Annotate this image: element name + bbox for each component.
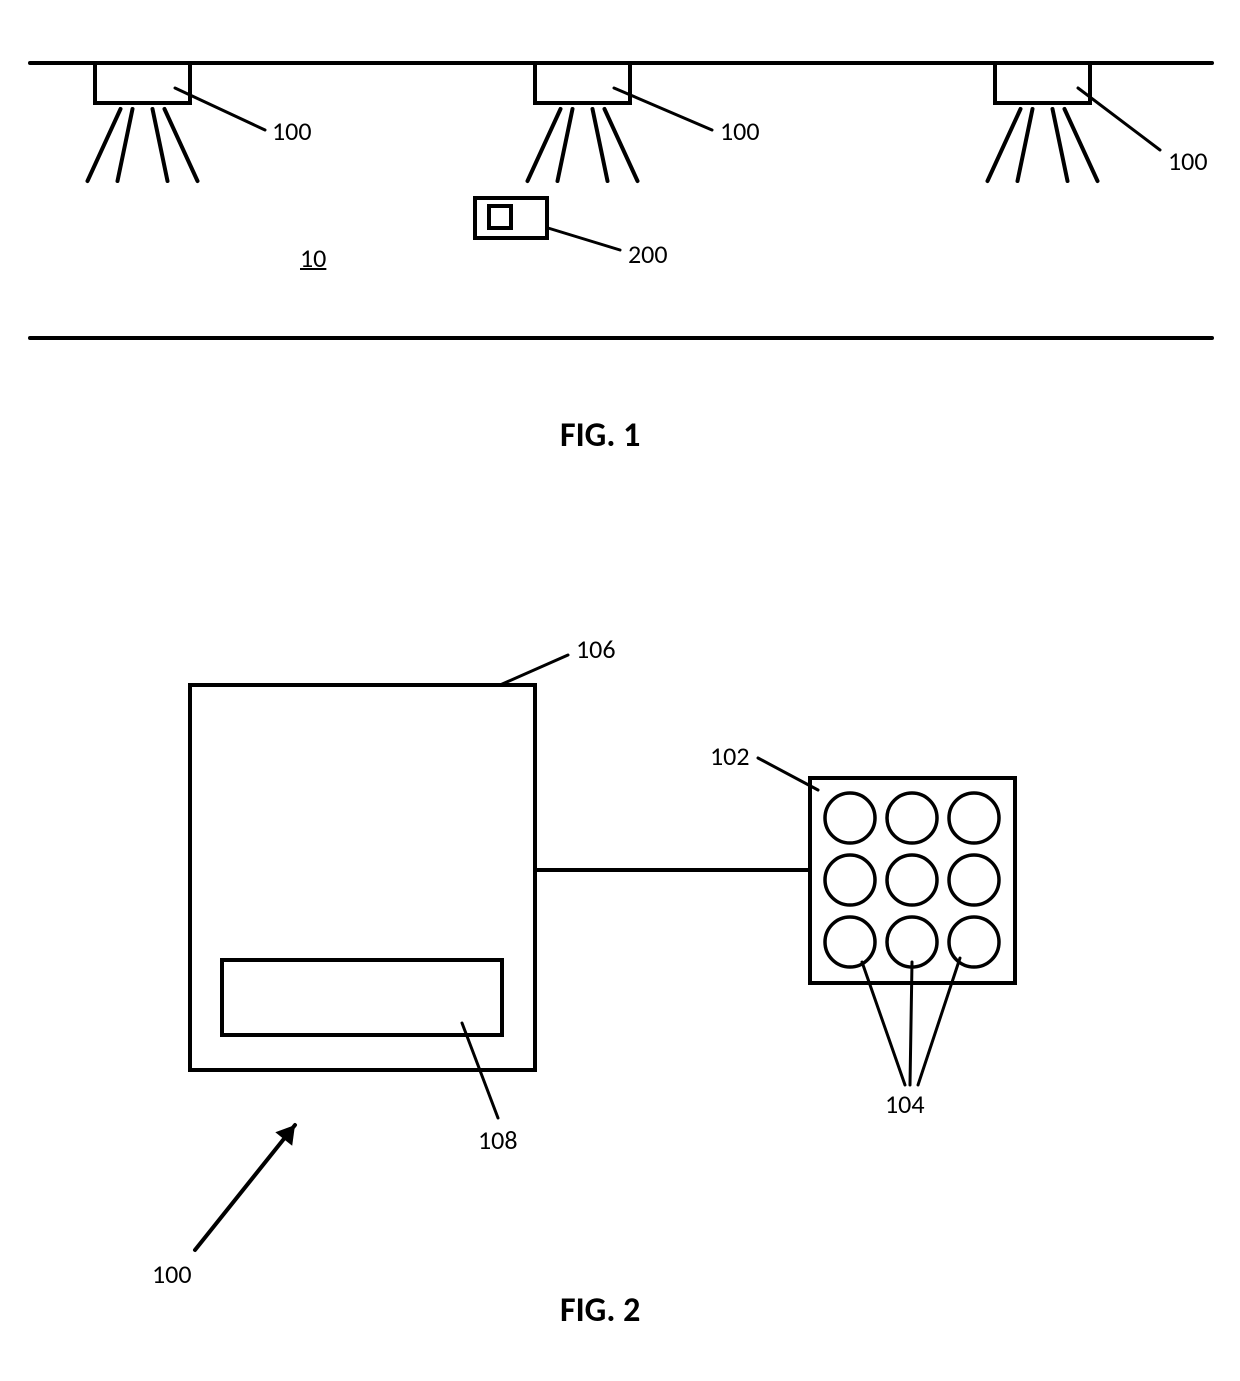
ref-100-a: 100 bbox=[272, 115, 312, 147]
ref-100-fig2: 100 bbox=[152, 1258, 192, 1290]
ref-200: 200 bbox=[628, 238, 668, 270]
diagram-svg bbox=[0, 0, 1240, 1381]
fig1-caption: FIG. 1 bbox=[560, 415, 640, 456]
ref-108: 108 bbox=[478, 1124, 518, 1156]
ref-100-c: 100 bbox=[1168, 145, 1208, 177]
ref-102: 102 bbox=[710, 740, 750, 772]
ref-10: 10 bbox=[300, 242, 326, 274]
fig2-caption: FIG. 2 bbox=[560, 1290, 640, 1331]
ref-100-b: 100 bbox=[720, 115, 760, 147]
ref-106: 106 bbox=[576, 633, 616, 665]
diagram-stage: 10 100 100 100 200 FIG. 1 106 102 104 10… bbox=[0, 0, 1240, 1381]
ref-104: 104 bbox=[885, 1088, 925, 1120]
